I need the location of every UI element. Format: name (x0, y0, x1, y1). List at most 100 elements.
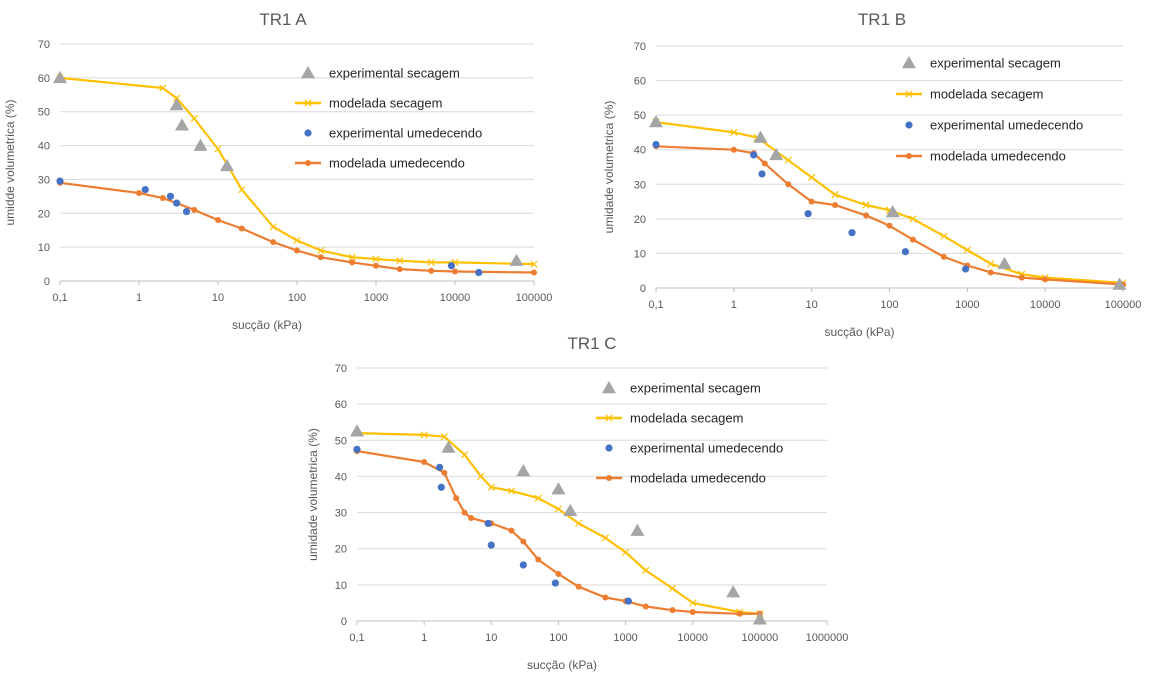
legend-marker (304, 99, 312, 107)
y-tick-label: 0 (44, 276, 50, 288)
legend-label: experimental secagem (329, 66, 460, 81)
x-tick-label: 1 (731, 299, 737, 311)
series-marker (460, 451, 469, 459)
data-point (726, 585, 741, 598)
series-marker (238, 185, 246, 194)
legend-marker (902, 56, 916, 69)
x-axis-title: sucção (kPa) (824, 325, 894, 339)
data-point (997, 256, 1012, 270)
series-marker (428, 267, 435, 274)
data-point (551, 482, 566, 495)
data-point (447, 262, 455, 270)
series-marker (736, 610, 743, 617)
data-point (487, 541, 495, 549)
series-marker (269, 223, 277, 231)
data-point (182, 207, 191, 216)
series-marker (808, 173, 816, 181)
data-point (174, 118, 189, 131)
chart-2: TR1 C 0 10 20 30 40 50 60 70 0,1 1 10 100 1000 10000 10… (306, 334, 848, 672)
chart-title: TR1 A (259, 10, 307, 29)
x-tick-label: 1000 (613, 632, 637, 644)
data-point (804, 210, 812, 218)
series-marker (317, 254, 324, 261)
series-marker (1042, 276, 1049, 283)
series-marker (421, 458, 428, 465)
series-3 (653, 143, 1126, 288)
legend-label: modelada umedecendo (329, 156, 465, 171)
data-point (353, 445, 361, 453)
y-tick-label: 20 (38, 208, 50, 220)
y-tick-label: 60 (335, 399, 347, 411)
x-tick-label: 1000 (955, 299, 979, 311)
chart-title: TR1 B (858, 10, 906, 29)
series-marker (642, 603, 649, 610)
series-marker (487, 483, 495, 491)
series-marker (863, 212, 870, 219)
data-point (141, 185, 149, 194)
series-marker (668, 584, 677, 593)
series-2 (56, 177, 483, 277)
x-tick-label: 100 (880, 299, 898, 311)
y-tick-label: 10 (38, 242, 50, 254)
data-point (848, 229, 856, 237)
series-marker (461, 509, 468, 516)
legend: experimental secagem modelada secagem expe… (896, 56, 1083, 164)
series-marker (730, 128, 738, 137)
series-marker (784, 156, 792, 164)
data-point (56, 177, 64, 185)
y-tick-label: 30 (335, 508, 347, 520)
data-point (437, 483, 445, 491)
x-tick-label: 1000000 (806, 632, 849, 644)
series-marker (215, 217, 221, 224)
legend-label: experimental secagem (630, 381, 761, 396)
legend-label: experimental umedecendo (930, 118, 1083, 133)
legend: experimental secagem modelada secagem expe… (596, 381, 783, 486)
series-marker (136, 189, 142, 196)
legend-marker (304, 129, 312, 137)
series-marker (427, 258, 435, 267)
legend-label: experimental umedecendo (329, 126, 482, 141)
y-tick-label: 50 (335, 435, 347, 447)
y-tick-label: 0 (640, 283, 646, 295)
data-point (752, 612, 767, 625)
x-tick-label: 10 (212, 292, 224, 304)
data-point (649, 115, 663, 128)
y-tick-label: 40 (634, 145, 646, 157)
x-tick-label: 10000 (1030, 299, 1061, 311)
x-tick-label: 1000 (364, 292, 388, 304)
series-line (59, 181, 535, 274)
data-point (441, 440, 456, 453)
series-line (59, 76, 535, 266)
legend-marker (605, 444, 613, 452)
series-marker (886, 222, 893, 229)
series-marker (963, 246, 971, 254)
series-marker (940, 232, 948, 240)
legend: experimental secagem modelada secagem expe… (295, 66, 482, 171)
data-point (1112, 277, 1127, 290)
legend-label: modelada umedecendo (630, 471, 766, 486)
y-tick-label: 40 (38, 141, 50, 153)
series-marker (602, 594, 609, 601)
y-tick-label: 70 (38, 39, 50, 51)
data-point (53, 70, 67, 84)
chart-title: TR1 C (567, 334, 616, 353)
x-tick-label: 0,1 (349, 632, 364, 644)
x-tick-label: 10 (485, 632, 497, 644)
x-tick-label: 0,1 (52, 292, 67, 304)
data-point (220, 158, 235, 172)
x-tick-label: 10000 (677, 632, 708, 644)
chart-1: TR1 B 0 10 20 30 40 50 60 70 0,1 1 10 100 1000 10000 10… (602, 10, 1141, 339)
series-0 (350, 424, 767, 625)
y-tick-label: 60 (634, 76, 646, 88)
legend-label: modelada secagem (930, 87, 1043, 102)
legend-marker (905, 90, 913, 98)
data-point (475, 268, 483, 277)
data-point (484, 519, 492, 528)
y-axis-title: umidade volumetrica (%) (602, 101, 616, 234)
data-point (436, 463, 444, 471)
series-marker (520, 538, 527, 545)
y-tick-label: 10 (634, 248, 646, 260)
series-2 (353, 445, 632, 605)
series-marker (372, 255, 380, 263)
series-marker (642, 566, 650, 575)
